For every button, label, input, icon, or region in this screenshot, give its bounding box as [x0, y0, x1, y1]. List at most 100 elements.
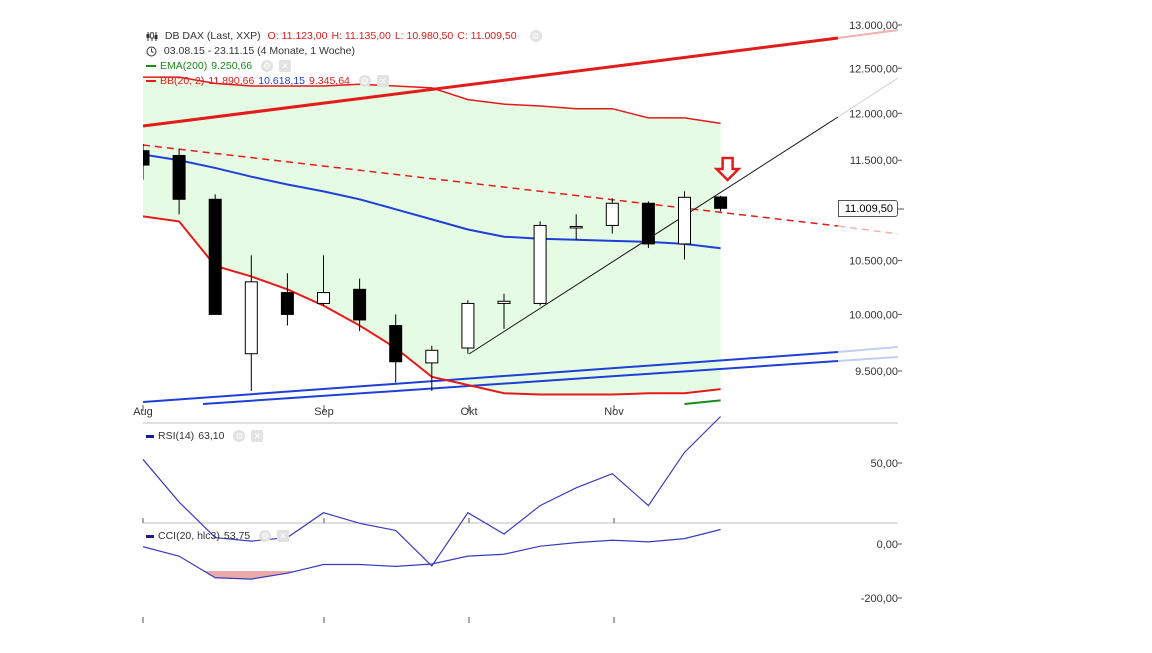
cci-value: 53,75 — [223, 530, 251, 542]
blue-support-trendline-2 — [202, 360, 839, 405]
candle-body — [533, 224, 547, 304]
rsi-label: RSI(14) — [158, 430, 195, 442]
red-dashed-trendline — [143, 144, 839, 227]
black-uptrend-extension — [837, 77, 899, 118]
cci-label: CCI(20, hlc3) — [158, 530, 220, 542]
ema-swatch — [146, 65, 156, 68]
rsi-swatch — [146, 434, 154, 438]
y-tick-label: 12.000,00 — [849, 108, 898, 120]
blue-support-extension — [837, 346, 899, 353]
candle-body — [389, 325, 403, 363]
instrument-name: DB DAX (Last, XXP) — [164, 30, 261, 42]
ohlc-close: C: 11.009,50 — [457, 30, 517, 42]
rsi-value: 63,10 — [198, 430, 225, 442]
ema-value: 9.250,66 — [211, 60, 253, 72]
candle — [317, 255, 330, 306]
rsi-line — [142, 416, 722, 567]
candle — [497, 293, 511, 329]
red-dashed-extension — [837, 225, 899, 235]
legend-ema-row: EMA(200) 9.250,66 ⚙ ✕ — [146, 59, 295, 73]
candle-body — [497, 300, 511, 304]
down-arrow-marker — [713, 156, 742, 182]
y-tick-label: 11.500,00 — [850, 155, 898, 167]
legend-period-row: 03.08.15 - 23.11.15 (4 Monate, 1 Woche) — [146, 44, 359, 58]
bb-band-fill — [143, 77, 721, 395]
rsi-settings-icon[interactable]: ⚙ — [233, 430, 246, 443]
ohlc-low: L: 10.980,50 — [394, 30, 454, 42]
y-tick-label: 13.000,00 — [849, 20, 898, 32]
candle-body — [714, 196, 728, 209]
ohlc-high: H: 11.135,00 — [331, 30, 391, 42]
candle — [389, 314, 403, 383]
candle — [714, 195, 728, 212]
rsi-remove-icon[interactable]: ✕ — [251, 430, 264, 443]
blue-support-extension-2 — [837, 356, 899, 362]
main-plot — [143, 29, 899, 405]
rsi-y-tick-label: 50,00 — [870, 458, 898, 470]
ohlc-open: O: 11.123,00 — [267, 30, 328, 42]
main-legend: DB DAX (Last, XXP) O: 11.123,00 H: 11.135… — [146, 29, 566, 89]
bb-middle-line — [143, 153, 721, 250]
candle — [533, 221, 547, 306]
candle — [569, 214, 583, 240]
ema200-line — [684, 399, 721, 405]
x-tick-label: Aug — [133, 406, 153, 418]
candle — [641, 201, 655, 249]
ohlc-values: O: 11.123,00 H: 11.135,00 L: 10.980,50 C: 1… — [268, 30, 521, 42]
legend-instrument-row: DB DAX (Last, XXP) O: 11.123,00 H: 11.135… — [146, 29, 546, 43]
bb-label: BB(20, 2) — [160, 75, 205, 87]
candle — [605, 198, 619, 234]
settings-icon[interactable]: ⚙ — [529, 30, 542, 43]
x-tick-label: Nov — [604, 406, 624, 418]
candle-body — [641, 202, 655, 245]
candle — [678, 191, 691, 260]
blue-support-trendline — [143, 351, 839, 403]
clock-icon — [146, 45, 160, 57]
cci-swatch — [146, 534, 154, 538]
y-tick-label: 10.000,00 — [849, 309, 898, 321]
candle-body — [605, 202, 619, 226]
candle — [353, 278, 367, 332]
cci-remove-icon[interactable]: ✕ — [277, 530, 290, 543]
candles-icon — [146, 30, 161, 42]
candle-body — [208, 198, 222, 315]
cci-plot — [143, 528, 721, 580]
candle — [208, 194, 222, 315]
ema-label: EMA(200) — [160, 60, 208, 72]
bb-lower-value: 9.345,64 — [309, 75, 350, 87]
bb-middle-value: 10.618,15 — [258, 75, 306, 87]
x-tick-label: Okt — [460, 406, 477, 418]
candle-body — [280, 292, 294, 315]
red-resistance-extension — [837, 29, 899, 39]
candle-body — [425, 349, 439, 364]
candle-body — [461, 302, 475, 349]
candle-body — [172, 154, 186, 200]
candle-body — [353, 288, 367, 321]
bb-settings-icon[interactable]: ⚙ — [358, 75, 371, 88]
candle — [143, 144, 150, 180]
candle — [172, 148, 186, 215]
cci-legend-row: CCI(20, hlc3) 53,75 ⚙ ✕ — [146, 529, 293, 543]
cci-settings-icon[interactable]: ⚙ — [259, 530, 272, 543]
y-tick-label: 10.500,00 — [849, 256, 898, 268]
candle-body — [244, 281, 258, 355]
bb-swatch — [146, 80, 156, 83]
bb-remove-icon[interactable]: ✕ — [376, 75, 389, 88]
candle-body — [317, 292, 330, 304]
candle-body — [678, 196, 691, 245]
candle — [425, 345, 439, 391]
candle — [461, 300, 475, 354]
legend-bb-row: BB(20, 2) 11.890,66 10.618,15 9.345,64 ⚙ ✕ — [146, 74, 393, 88]
candle-body — [143, 150, 150, 166]
bb-upper-value: 11.890,66 — [208, 75, 255, 87]
bb-upper-line — [143, 76, 721, 125]
ema-settings-icon[interactable]: ⚙ — [261, 60, 274, 73]
candle — [280, 273, 294, 326]
red-resistance-trendline — [143, 36, 839, 128]
cci-line — [143, 528, 721, 580]
cci-oversold-fill — [203, 571, 297, 580]
ema-remove-icon[interactable]: ✕ — [279, 60, 292, 73]
candle-body — [569, 225, 583, 229]
period-text: 03.08.15 - 23.11.15 (4 Monate, 1 Woche) — [163, 45, 355, 57]
